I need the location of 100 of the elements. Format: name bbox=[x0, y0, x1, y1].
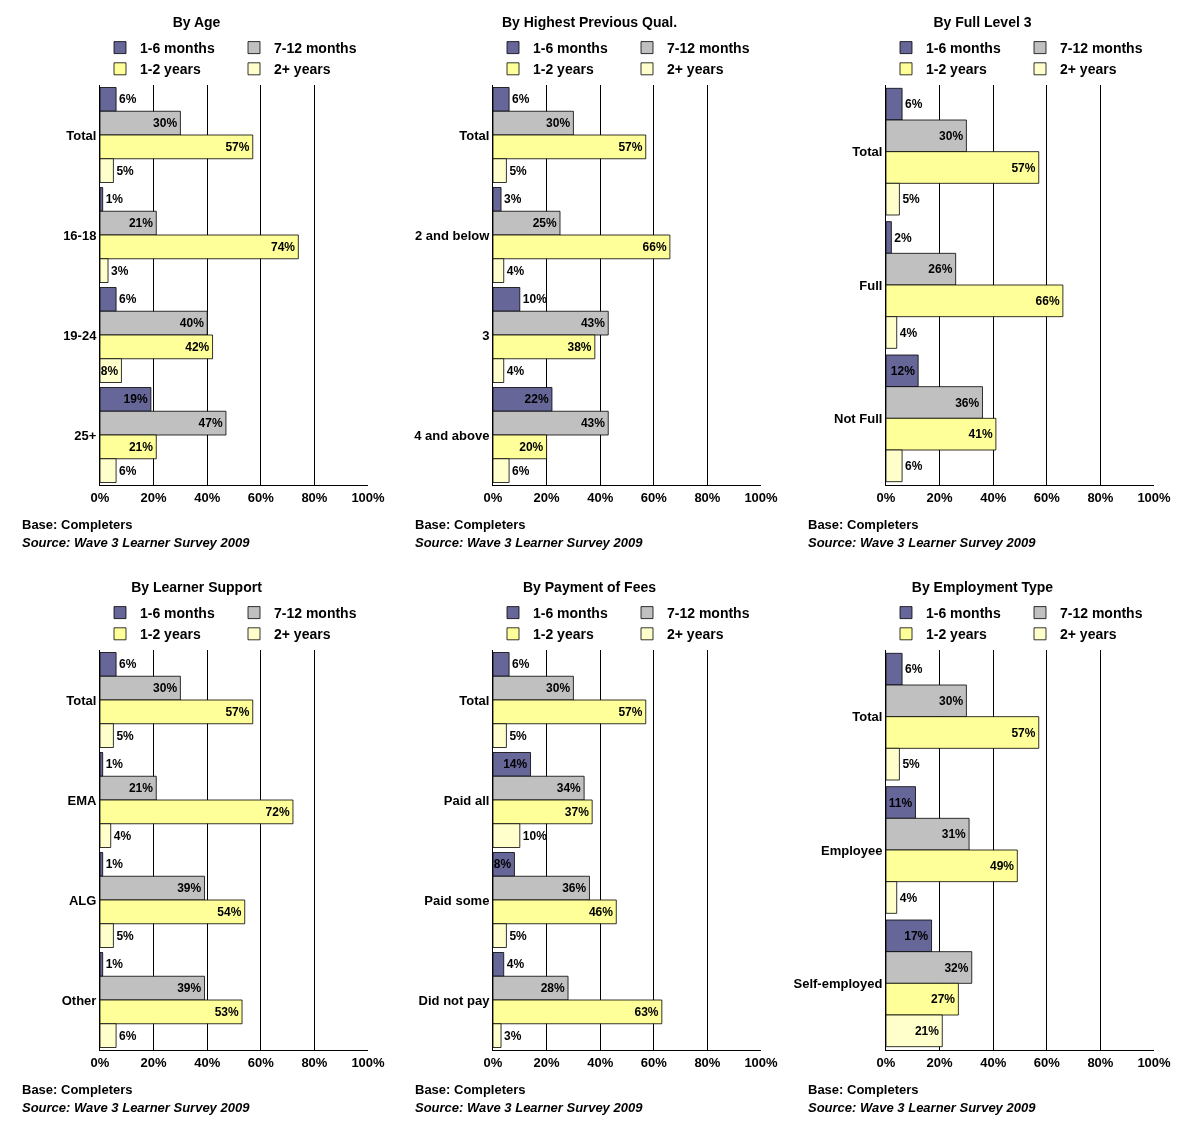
x-tick-label: 80% bbox=[1087, 1054, 1114, 1070]
x-tick-label: 80% bbox=[694, 1054, 721, 1070]
y-tick-label: Total bbox=[459, 692, 490, 708]
y-tick-label: 25+ bbox=[74, 427, 97, 443]
x-tick-label: 60% bbox=[247, 489, 275, 505]
data-label: 30% bbox=[939, 693, 964, 708]
data-label: 57% bbox=[225, 704, 250, 719]
data-label: 66% bbox=[642, 239, 667, 254]
x-tick-label: 60% bbox=[640, 1054, 668, 1070]
data-label: 12% bbox=[890, 363, 916, 378]
x-tick-label: 20% bbox=[926, 1054, 954, 1070]
y-tick-label: Did not pay bbox=[418, 992, 491, 1008]
x-tick-label: 80% bbox=[301, 489, 328, 505]
data-label: 4% bbox=[506, 363, 525, 378]
x-tick-label: 40% bbox=[980, 1054, 1007, 1070]
data-label: 30% bbox=[546, 681, 571, 696]
y-tick-label: ALG bbox=[68, 892, 97, 908]
source-note: Source: Wave 3 Learner Survey 2009 bbox=[415, 1100, 644, 1115]
x-tick-label: 100% bbox=[744, 1054, 779, 1070]
data-label: 57% bbox=[1011, 725, 1036, 740]
source-note: Source: Wave 3 Learner Survey 2009 bbox=[22, 1100, 251, 1115]
x-tick-label: 20% bbox=[926, 489, 954, 505]
data-label: 22% bbox=[524, 392, 549, 407]
x-tick-label: 40% bbox=[980, 489, 1007, 505]
legend-label: 2+ years bbox=[274, 61, 331, 78]
source-note: Source: Wave 3 Learner Survey 2009 bbox=[22, 535, 251, 550]
y-tick-label: Total bbox=[66, 692, 97, 708]
data-label: 38% bbox=[567, 339, 592, 354]
y-tick-label: Paid some bbox=[424, 892, 490, 908]
data-label: 10% bbox=[522, 292, 548, 307]
text: Base: Completers bbox=[22, 517, 133, 532]
legend-label: 7-12 months bbox=[667, 40, 750, 57]
data-label: 5% bbox=[116, 163, 135, 178]
data-label: 5% bbox=[509, 928, 528, 943]
y-tick-label: EMA bbox=[67, 792, 98, 808]
data-label: 49% bbox=[989, 858, 1015, 873]
data-label: 3% bbox=[504, 1028, 522, 1043]
legend-label: 1-2 years bbox=[926, 626, 987, 643]
text: Base: Completers bbox=[808, 517, 919, 532]
data-label: 30% bbox=[546, 116, 571, 131]
data-label: 5% bbox=[509, 728, 528, 743]
x-tick-label: 80% bbox=[301, 1054, 328, 1070]
data-label: 31% bbox=[941, 827, 967, 842]
data-label: 47% bbox=[198, 416, 223, 431]
source-note: Source: Wave 3 Learner Survey 2009 bbox=[808, 535, 1037, 550]
chart-title: By Payment of Fees bbox=[522, 578, 657, 595]
x-tick-label: 80% bbox=[694, 489, 721, 505]
source-note: Source: Wave 3 Learner Survey 2009 bbox=[808, 1100, 1037, 1115]
data-label: 6% bbox=[905, 97, 923, 112]
data-label: 5% bbox=[509, 163, 528, 178]
legend-label: 1-6 months bbox=[926, 605, 1001, 622]
data-label: 6% bbox=[512, 463, 530, 478]
data-label: 5% bbox=[116, 928, 135, 943]
x-tick-label: 60% bbox=[1033, 489, 1061, 505]
y-tick-label: Paid all bbox=[443, 792, 490, 808]
data-label: 11% bbox=[888, 795, 913, 810]
data-label: 27% bbox=[931, 992, 956, 1007]
y-tick-label: Total bbox=[852, 709, 883, 725]
data-label: 6% bbox=[905, 662, 923, 677]
x-tick-label: 60% bbox=[640, 489, 668, 505]
data-label: 6% bbox=[119, 463, 137, 478]
data-label: 39% bbox=[177, 981, 202, 996]
x-tick-label: 20% bbox=[533, 1054, 561, 1070]
data-label: 1% bbox=[105, 192, 124, 207]
data-label: 32% bbox=[944, 960, 969, 975]
data-label: 43% bbox=[580, 416, 606, 431]
legend-label: 2+ years bbox=[1060, 61, 1117, 78]
data-label: 1% bbox=[105, 957, 124, 972]
legend-label: 1-2 years bbox=[140, 626, 201, 643]
data-label: 63% bbox=[634, 1004, 659, 1019]
data-label: 66% bbox=[1035, 293, 1060, 308]
data-label: 30% bbox=[939, 128, 964, 143]
y-tick-label: Other bbox=[61, 992, 97, 1008]
x-tick-label: 100% bbox=[1137, 489, 1172, 505]
data-label: 5% bbox=[116, 728, 135, 743]
chart-title: By Learner Support bbox=[131, 578, 263, 595]
data-label: 1% bbox=[105, 857, 124, 872]
chart-title: By Employment Type bbox=[911, 578, 1054, 595]
x-tick-label: 40% bbox=[587, 489, 614, 505]
y-tick-label: Not Full bbox=[834, 410, 883, 426]
y-tick-label: 3 bbox=[482, 327, 490, 343]
y-tick-label: Self-employed bbox=[793, 975, 883, 991]
data-label: 6% bbox=[119, 1028, 137, 1043]
data-label: 53% bbox=[214, 1004, 240, 1019]
y-tick-label: 19-24 bbox=[63, 327, 98, 343]
data-label: 46% bbox=[588, 904, 614, 919]
x-tick-label: 0% bbox=[876, 1054, 896, 1070]
x-tick-label: 0% bbox=[483, 489, 503, 505]
data-label: 6% bbox=[905, 458, 923, 473]
data-label: 57% bbox=[225, 139, 250, 154]
data-label: 37% bbox=[564, 804, 590, 819]
data-label: 4% bbox=[899, 325, 918, 340]
data-label: 34% bbox=[556, 781, 582, 796]
x-tick-label: 60% bbox=[1033, 1054, 1061, 1070]
data-label: 3% bbox=[504, 192, 522, 207]
x-tick-label: 100% bbox=[351, 489, 386, 505]
data-label: 20% bbox=[519, 439, 544, 454]
legend-label: 1-6 months bbox=[926, 40, 1001, 57]
y-tick-label: Full bbox=[859, 277, 883, 293]
legend-label: 1-6 months bbox=[140, 40, 215, 57]
